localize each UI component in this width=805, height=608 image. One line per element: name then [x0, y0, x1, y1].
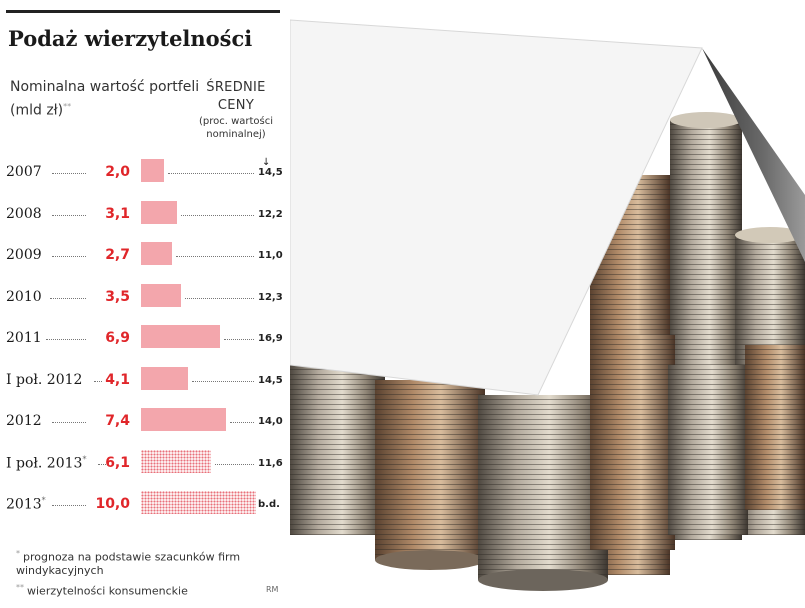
leader-dots — [185, 297, 254, 299]
value-label: 10,0 — [95, 496, 130, 512]
leader-dots — [50, 297, 86, 299]
bar — [141, 366, 188, 390]
bar — [141, 283, 181, 307]
average-price-label: b.d. — [258, 499, 280, 510]
average-price-label: 14,0 — [258, 416, 283, 427]
bar — [141, 449, 211, 473]
average-price-label: 14,5 — [258, 374, 283, 386]
footnote-forecast-text: prognoza na podstawie szacunków firm win… — [16, 550, 241, 577]
roof-paper — [290, 19, 703, 396]
category-text: 2009 — [6, 247, 42, 263]
category-label: 2008 — [6, 206, 42, 222]
bar-row: 2008 3,1 12,2 — [0, 200, 290, 227]
value-label: 2,7 — [105, 247, 130, 263]
average-price-label: 11,0 — [258, 250, 283, 261]
footnote-consumer: ** wierzytelności konsumenckie — [16, 581, 188, 598]
coin-stack — [290, 360, 385, 535]
leader-dots — [94, 380, 102, 382]
leader-dots — [215, 463, 254, 465]
bar-row: 2013* 10,0 b.d. — [0, 491, 290, 517]
footnote-consumer-mark: ** — [16, 583, 24, 592]
average-price-label: 14,5 — [258, 167, 283, 178]
bar-row: I poł. 2013* 6,1 11,6 — [0, 449, 290, 476]
value-label: 6,9 — [105, 330, 130, 346]
leader-dots — [52, 422, 86, 423]
value-label: 2,0 — [105, 164, 130, 180]
chart-title: Podaż wierzytelności — [8, 26, 253, 51]
bar — [141, 491, 256, 514]
footnote-consumer-text: wierzytelności konsumenckie — [27, 584, 188, 598]
coin-stack — [478, 395, 608, 591]
value-label: 7,4 — [105, 413, 130, 429]
author-credit: RM — [266, 585, 279, 594]
category-text: 2012 — [6, 413, 42, 429]
leader-dots — [52, 214, 86, 216]
category-text: 2011 — [6, 330, 42, 346]
leader-dots — [98, 463, 106, 465]
footnote-forecast-mark: * — [16, 549, 20, 558]
coin-stack — [668, 365, 748, 535]
category-label: 2013* — [6, 496, 46, 513]
category-label: 2009 — [6, 247, 42, 263]
average-price-label: 12,3 — [258, 291, 283, 303]
value-label: 3,5 — [105, 288, 130, 305]
right-header-subtitle: (proc. wartości nominalnej) — [198, 116, 274, 140]
category-text: 2013 — [6, 496, 42, 513]
roof-shadow — [702, 48, 805, 262]
category-text: 2008 — [6, 205, 42, 222]
category-label: 2012 — [6, 413, 42, 429]
footnote-forecast: * prognoza na podstawie szacunków firm wi… — [16, 547, 286, 577]
bar-row: 2011 6,9 16,9 — [0, 325, 290, 351]
coin-stack — [590, 335, 675, 550]
bar-row: I poł. 2012 4,1 14,5 — [0, 366, 290, 393]
average-price-label: 16,9 — [258, 333, 283, 344]
category-forecast-mark: * — [82, 454, 87, 464]
bar — [141, 159, 164, 182]
category-label: I poł. 2013* — [6, 455, 86, 472]
bar-row: 2012 7,4 14,0 — [0, 408, 290, 434]
right-column-header: ŚREDNIE CENY (proc. wartości nominalnej) — [190, 79, 282, 141]
leader-dots — [52, 173, 86, 174]
bar — [141, 200, 177, 224]
left-column-header: Nominalna wartość portfeli (mld zł)** — [10, 77, 200, 121]
leader-dots — [224, 339, 254, 340]
bar-row: 2007 2,0 14,5 — [0, 159, 290, 185]
leader-dots — [46, 339, 86, 340]
down-arrow-icon: ↓ — [262, 157, 271, 168]
bar-row: 2009 2,7 11,0 — [0, 242, 290, 268]
coin-stack — [745, 345, 805, 510]
category-label: 2011 — [6, 330, 42, 346]
leader-dots — [52, 256, 86, 257]
leader-dots — [176, 256, 254, 257]
category-text: 2010 — [6, 288, 42, 305]
category-text: I poł. 2013 — [6, 455, 83, 472]
average-price-label: 11,6 — [258, 457, 283, 469]
value-label: 3,1 — [105, 205, 130, 222]
value-label: 6,1 — [105, 454, 130, 471]
left-header-mark: ** — [63, 102, 72, 111]
bar-row: 2010 3,5 12,3 — [0, 283, 290, 310]
value-label: 4,1 — [105, 371, 130, 388]
coins-house-photo — [290, 19, 805, 591]
leader-dots — [52, 505, 86, 506]
category-label: 2010 — [6, 289, 42, 305]
average-price-label: 12,2 — [258, 208, 283, 220]
right-header-title: ŚREDNIE CENY — [206, 80, 266, 113]
coin-stack — [375, 380, 485, 570]
category-label: 2007 — [6, 164, 42, 180]
category-label: I poł. 2012 — [6, 372, 82, 388]
bar — [141, 408, 226, 431]
leader-dots — [181, 214, 254, 216]
category-text: I poł. 2012 — [6, 371, 83, 388]
category-forecast-mark: * — [41, 496, 46, 505]
category-text: 2007 — [6, 164, 42, 180]
leader-dots — [192, 380, 254, 382]
top-rule — [6, 10, 280, 13]
leader-dots — [230, 422, 254, 423]
leader-dots — [168, 173, 254, 174]
left-header-text: Nominalna wartość portfeli (mld zł) — [10, 79, 200, 119]
bar — [141, 325, 220, 348]
bar — [141, 242, 172, 265]
